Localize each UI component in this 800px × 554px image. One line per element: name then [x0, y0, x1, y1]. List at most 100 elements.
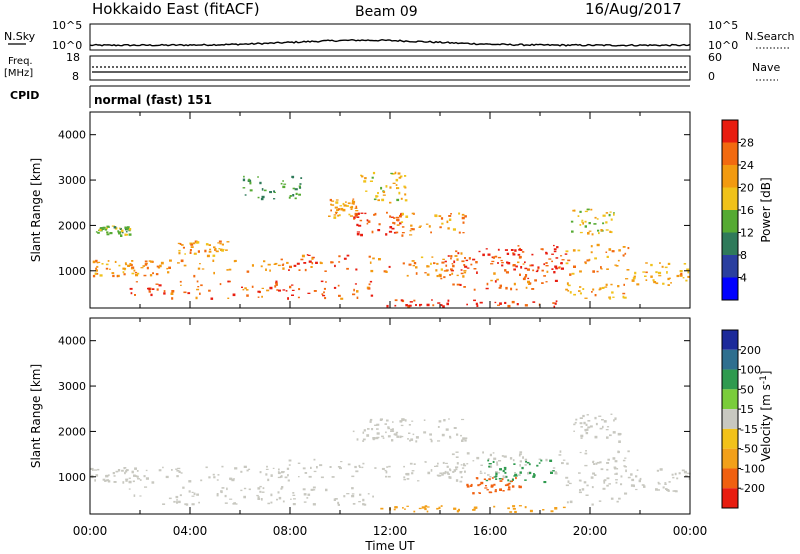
- data-cell: [302, 488, 306, 491]
- data-cell: [124, 262, 127, 265]
- data-cell: [373, 198, 377, 201]
- data-cell: [399, 214, 402, 218]
- data-cell: [552, 302, 555, 304]
- data-cell: [208, 244, 211, 246]
- data-cell: [214, 248, 217, 251]
- data-cell: [595, 422, 598, 426]
- data-cell: [571, 272, 575, 275]
- data-cell: [410, 224, 413, 227]
- data-cell: [453, 507, 457, 510]
- data-cell: [419, 225, 422, 227]
- data-cell: [441, 474, 444, 476]
- data-cell: [438, 273, 442, 277]
- data-cell: [486, 489, 489, 491]
- data-cell: [232, 503, 235, 505]
- data-cell: [449, 436, 452, 439]
- data-cell: [273, 190, 275, 193]
- data-cell: [356, 296, 359, 299]
- data-cell: [562, 506, 566, 509]
- data-cell: [359, 466, 361, 468]
- data-cell: [335, 211, 338, 215]
- data-cell: [121, 231, 124, 234]
- data-cell: [182, 246, 185, 249]
- data-cell: [190, 246, 194, 248]
- data-cell: [468, 257, 471, 260]
- data-cell: [564, 253, 568, 255]
- data-cell: [448, 418, 450, 420]
- data-cell: [96, 272, 99, 275]
- data-cell: [300, 258, 304, 261]
- data-cell: [409, 439, 411, 442]
- data-cell: [579, 489, 581, 492]
- data-cell: [603, 481, 606, 484]
- data-cell: [503, 455, 507, 458]
- data-cell: [610, 413, 613, 415]
- data-cell: [517, 253, 521, 256]
- data-cell: [136, 470, 139, 472]
- data-cell: [614, 264, 617, 266]
- data-cell: [233, 260, 236, 263]
- data-cell: [240, 489, 243, 492]
- data-cell: [585, 450, 587, 452]
- data-cell: [178, 500, 181, 504]
- scatter-region: [128, 485, 374, 506]
- data-cell: [136, 475, 139, 478]
- data-cell: [190, 243, 194, 246]
- data-cell: [181, 244, 184, 246]
- data-cell: [388, 265, 391, 268]
- data-cell: [578, 491, 582, 494]
- data-cell: [155, 283, 159, 285]
- data-cell: [426, 506, 430, 508]
- data-cell: [356, 438, 359, 441]
- data-cell: [334, 206, 338, 209]
- data-cell: [600, 229, 603, 232]
- data-cell: [232, 293, 236, 297]
- data-cell: [178, 470, 181, 473]
- data-cell: [125, 470, 128, 473]
- data-cell: [346, 493, 350, 495]
- data-cell: [122, 271, 125, 274]
- data-cell: [591, 503, 594, 506]
- data-cell: [535, 270, 538, 273]
- data-cell: [531, 253, 534, 256]
- data-cell: [645, 271, 648, 274]
- data-cell: [504, 484, 508, 487]
- data-cell: [470, 485, 473, 487]
- data-cell: [463, 271, 467, 274]
- data-cell: [566, 462, 569, 465]
- data-cell: [338, 255, 341, 258]
- data-cell: [391, 430, 395, 432]
- data-cell: [370, 269, 374, 273]
- data-cell: [339, 205, 343, 207]
- data-cell: [248, 488, 251, 491]
- data-cell: [334, 264, 336, 268]
- data-cell: [391, 227, 395, 230]
- data-cell: [91, 476, 94, 479]
- data-cell: [586, 428, 589, 431]
- data-cell: [313, 290, 317, 292]
- data-cell: [303, 501, 307, 503]
- data-cell: [355, 268, 358, 271]
- scatter-region: [631, 262, 691, 286]
- data-cell: [99, 227, 103, 229]
- data-cell: [216, 479, 219, 481]
- data-cell: [231, 478, 235, 482]
- data-cell: [342, 202, 345, 205]
- data-cell: [519, 464, 521, 467]
- data-cell: [143, 475, 146, 478]
- data-cell: [280, 182, 283, 185]
- data-cell: [328, 215, 331, 217]
- data-cell: [606, 468, 609, 471]
- data-cell: [410, 438, 414, 441]
- data-cell: [212, 254, 216, 257]
- data-cell: [224, 494, 227, 498]
- data-cell: [505, 286, 508, 290]
- data-cell: [104, 480, 107, 482]
- data-cell: [234, 467, 238, 470]
- data-cell: [519, 460, 522, 463]
- data-cell: [440, 304, 443, 307]
- data-cell: [662, 282, 665, 285]
- data-cell: [296, 262, 300, 265]
- data-cell: [205, 243, 209, 246]
